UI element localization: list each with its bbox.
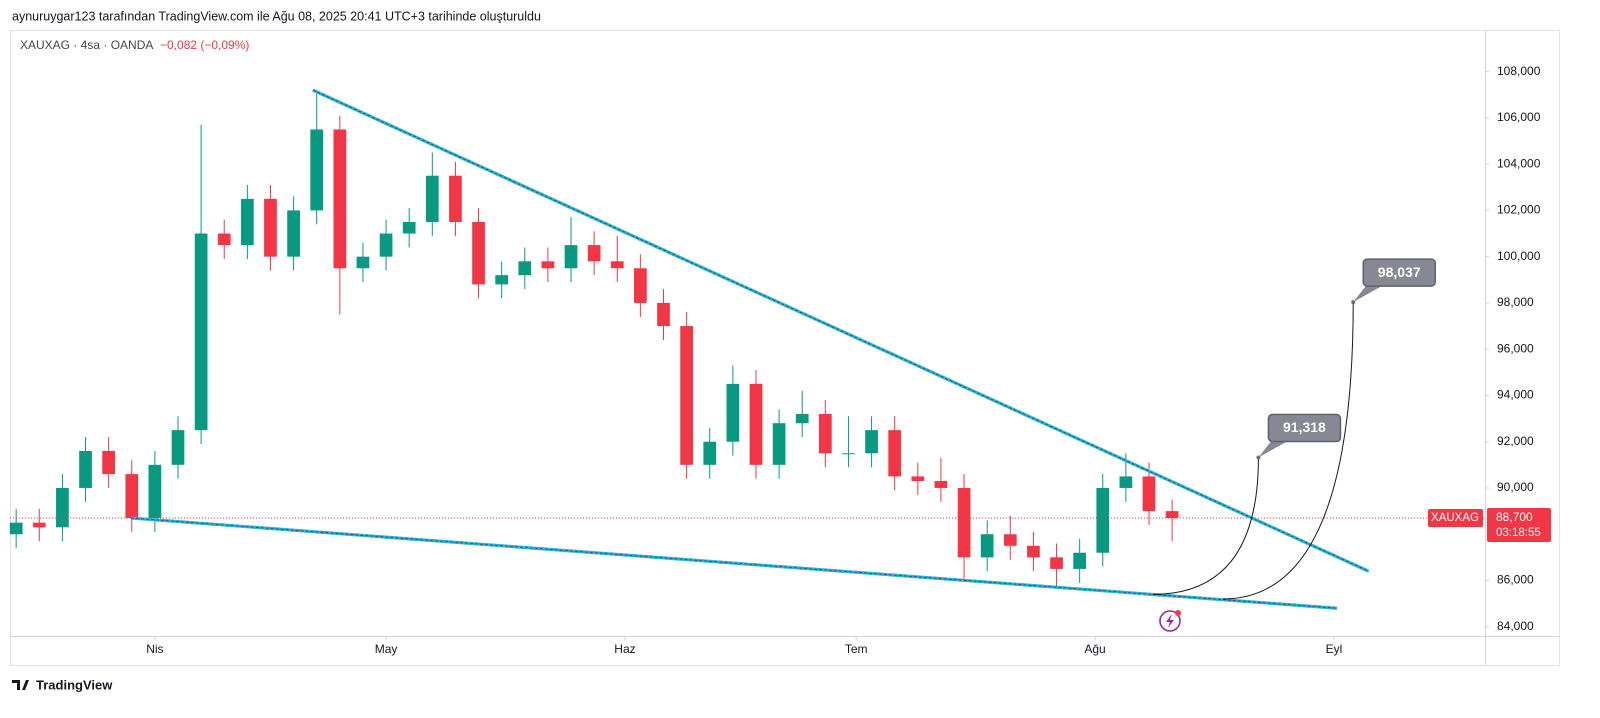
price-tag <box>1487 508 1551 543</box>
callout-label: 91,318 <box>1283 419 1326 435</box>
y-tick-label: 90,000 <box>1497 480 1534 494</box>
alert-bolt[interactable] <box>1166 614 1174 628</box>
candle-body <box>402 221 416 234</box>
x-tick-label: May <box>375 642 398 656</box>
y-tick-label: 84,000 <box>1497 619 1534 633</box>
y-tick-label: 86,000 <box>1497 573 1534 587</box>
candle-body <box>1142 476 1156 512</box>
candle-body <box>634 268 647 303</box>
candle-body <box>680 326 693 465</box>
y-tick-label: 94,000 <box>1497 388 1534 402</box>
candle-body <box>1027 545 1040 558</box>
y-tick-label: 100,000 <box>1497 249 1541 263</box>
candle-body <box>56 487 69 528</box>
symbol-tag <box>1428 509 1483 528</box>
symbol-legend: XAUXAG · 4sa · OANDA <box>20 38 153 52</box>
candle-body <box>356 256 370 269</box>
candle-body <box>865 430 878 454</box>
x-tick-label: Nis <box>146 642 163 656</box>
trend-line-inner <box>130 517 1338 609</box>
candle-body <box>240 198 254 246</box>
candle-body <box>957 487 971 558</box>
callout-label: 98,037 <box>1378 264 1421 280</box>
x-tick-label: Eyl <box>1326 642 1343 656</box>
candle-body <box>32 522 46 528</box>
candle-body <box>333 129 347 269</box>
candle-body <box>703 441 717 465</box>
candle-body <box>911 476 925 482</box>
candle-body <box>818 413 832 454</box>
candle-body <box>934 481 948 488</box>
candle-body <box>726 383 740 442</box>
candle-body <box>795 413 809 424</box>
y-tick-label: 102,000 <box>1497 203 1541 217</box>
x-tick-label: Tem <box>845 642 868 656</box>
candle-body <box>264 198 277 257</box>
callout-pointer <box>1353 284 1386 303</box>
candle-body <box>194 233 208 431</box>
y-tick-label: 108,000 <box>1497 64 1541 78</box>
candle-body <box>1096 487 1110 553</box>
candle-body <box>1165 511 1179 519</box>
alert-dot[interactable] <box>1175 610 1181 616</box>
projection-curve <box>1222 302 1354 600</box>
candle-body <box>518 261 532 276</box>
candle-body <box>564 245 578 269</box>
symbol-tag-label: XAUXAG <box>1431 512 1479 524</box>
trend-line-inner <box>312 89 1369 572</box>
candle-body <box>9 522 23 535</box>
candle-body <box>842 453 855 455</box>
candle-body <box>610 261 624 269</box>
y-tick-label: 96,000 <box>1497 341 1534 355</box>
y-tick-label: 92,000 <box>1497 434 1534 448</box>
callout-pointer <box>1258 439 1291 458</box>
callout-box <box>1267 413 1342 443</box>
candle-body <box>171 430 185 465</box>
projection-curve <box>1152 457 1259 595</box>
candle-body <box>749 383 763 465</box>
logo-mark <box>12 680 29 690</box>
candle-body <box>541 261 555 269</box>
alert-icon[interactable] <box>1159 610 1181 632</box>
candle-body <box>425 175 439 222</box>
x-tick-label: Ağu <box>1084 642 1105 656</box>
candle-body <box>1003 534 1017 546</box>
y-tick-label: 104,000 <box>1497 156 1541 170</box>
candle-body <box>1050 557 1063 569</box>
candle-body <box>587 245 601 262</box>
y-tick-label: 98,000 <box>1497 295 1534 309</box>
change-legend: −0,082 (−0,09%) <box>160 38 249 52</box>
candle-body <box>472 221 485 285</box>
y-tick-label: 106,000 <box>1497 110 1541 124</box>
price-tag-label: 88,700 <box>1496 510 1533 524</box>
x-tick-label: Haz <box>614 642 635 656</box>
footer-logo: TradingView <box>12 677 113 692</box>
candle-body <box>79 450 92 488</box>
candle-body <box>1073 552 1087 569</box>
candle-body <box>379 233 393 257</box>
candle-body <box>449 175 462 222</box>
frame <box>10 30 1560 666</box>
candle-body <box>772 423 786 465</box>
footer-brand: TradingView <box>36 677 113 692</box>
candle-body <box>287 210 300 257</box>
candle-body <box>125 474 139 519</box>
candle-body <box>217 233 231 246</box>
candle-body <box>1119 476 1133 488</box>
candle-body <box>102 450 115 475</box>
header-title: aynuruygar123 tarafından TradingView.com… <box>12 9 541 23</box>
candle-body <box>888 430 902 477</box>
candle-body <box>657 302 670 327</box>
countdown-label: 03:18:55 <box>1496 527 1541 539</box>
candle-body <box>148 464 162 519</box>
candle-body <box>310 129 324 211</box>
candle-body <box>980 534 994 558</box>
candle-body <box>495 275 509 285</box>
callout-box <box>1362 258 1436 287</box>
alert-circle[interactable] <box>1159 610 1181 632</box>
